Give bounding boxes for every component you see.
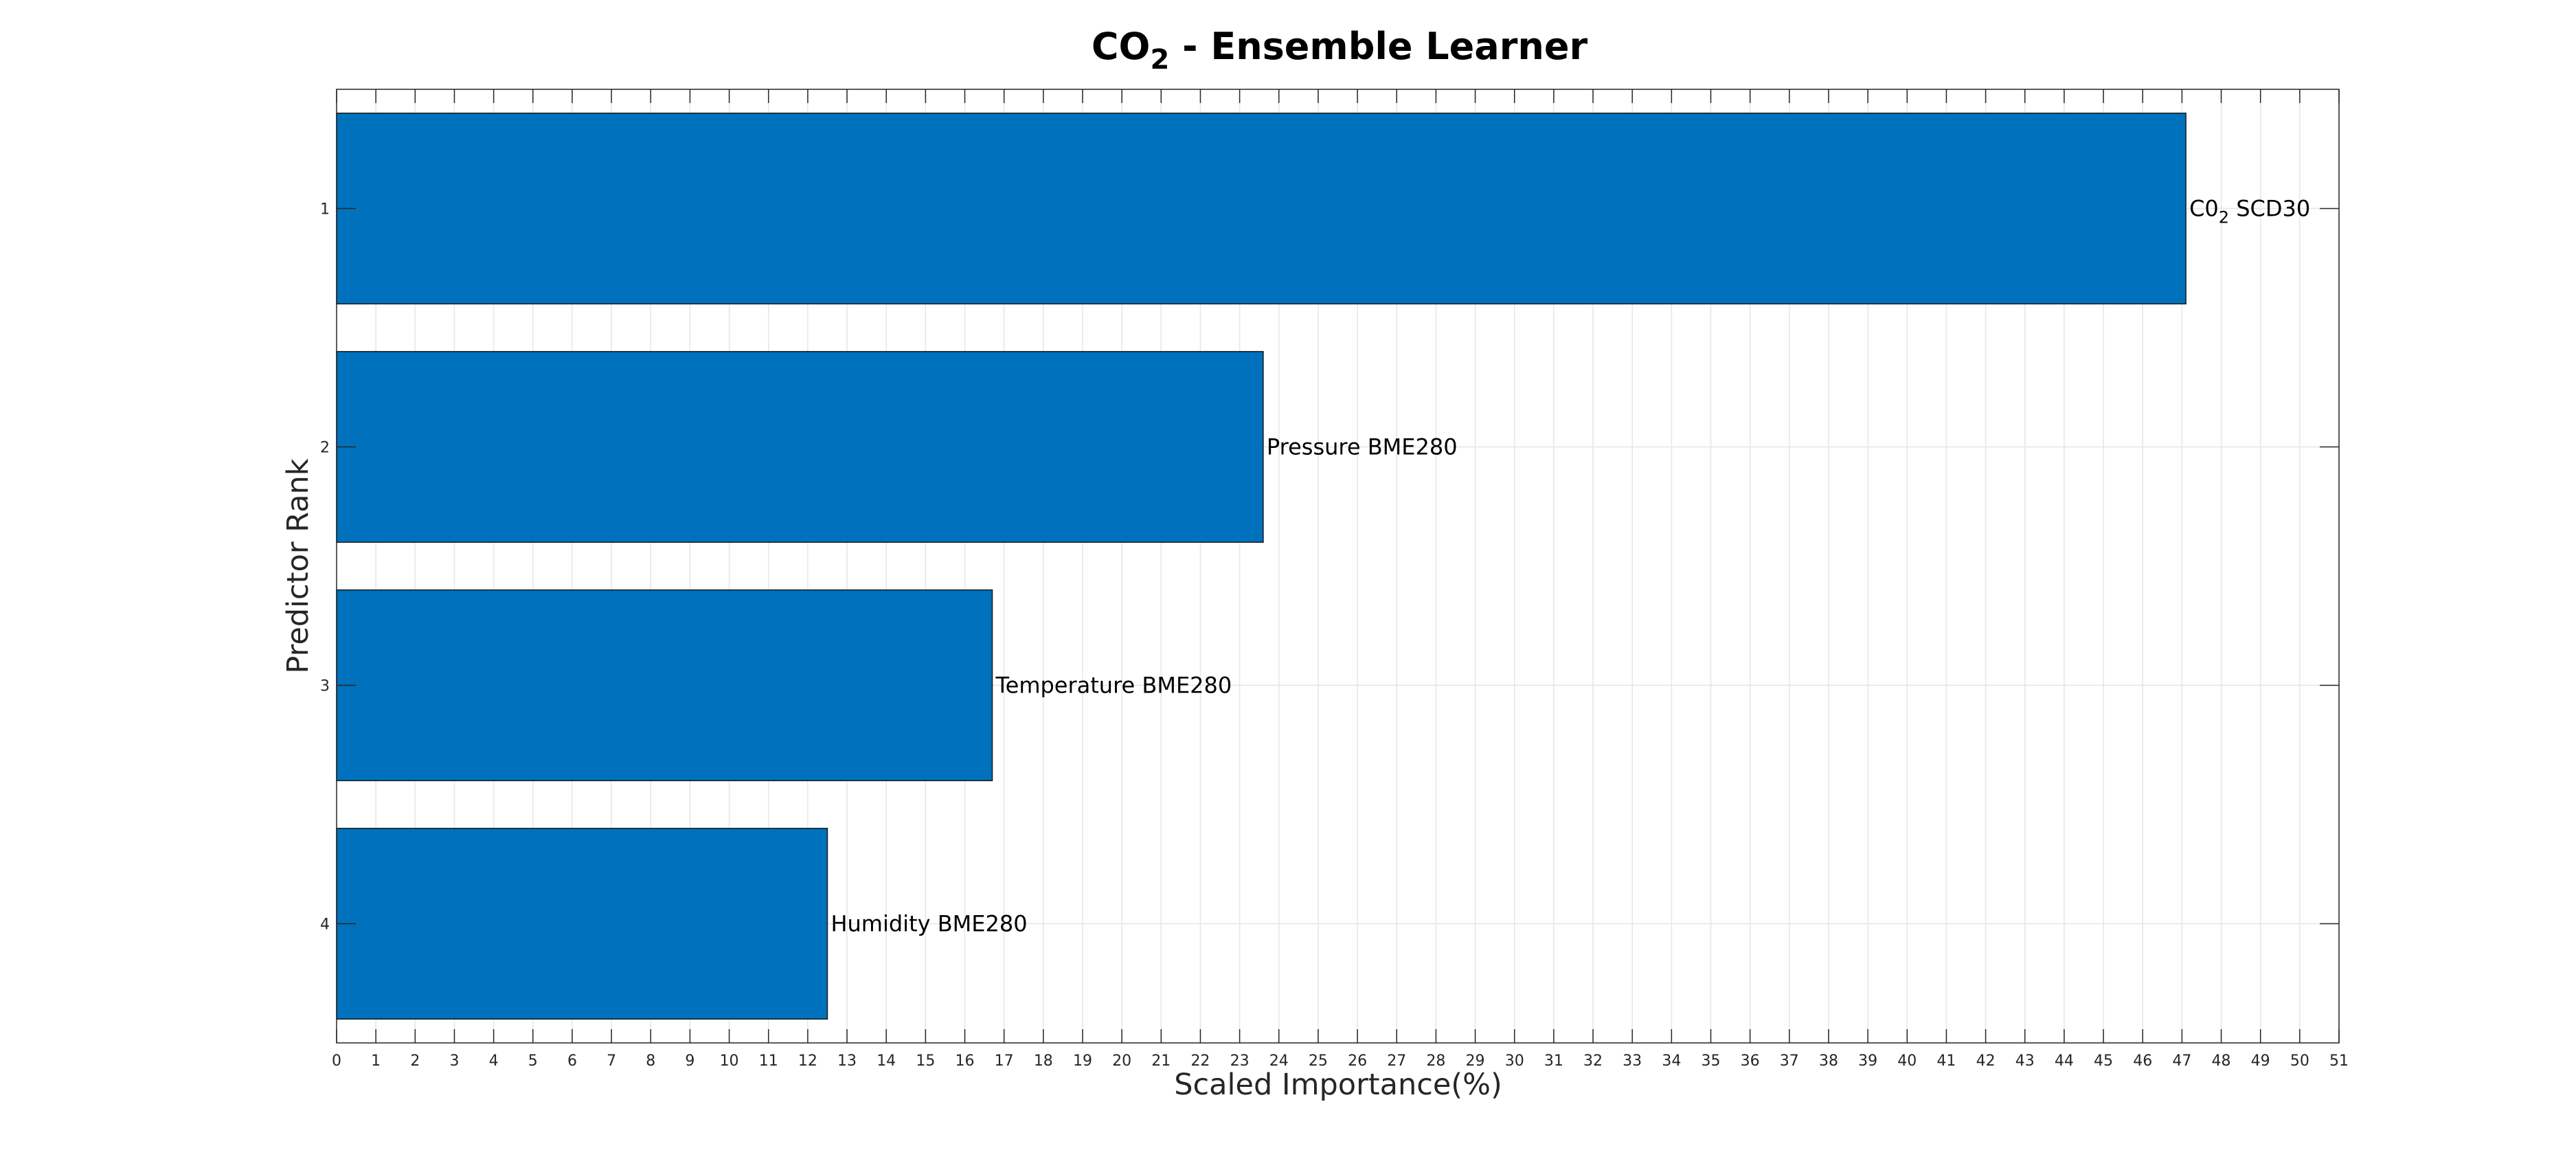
bar-label: Pressure BME280: [1267, 434, 1458, 460]
x-tick-label: 45: [2094, 1053, 2113, 1070]
y-axis-ticks: 1 2 3 4: [320, 201, 2339, 934]
x-tick-label: 48: [2212, 1053, 2231, 1070]
y-axis-label: Predictor Rank: [281, 458, 315, 673]
x-tick-label: 15: [916, 1053, 935, 1070]
x-tick-label: 51: [2329, 1053, 2349, 1070]
x-tick-label: 39: [1858, 1053, 1877, 1070]
plot-frame: [336, 89, 2340, 1044]
x-tick-label: 35: [1701, 1053, 1720, 1070]
x-tick-label: 26: [1348, 1053, 1367, 1070]
x-tick-label: 41: [1936, 1053, 1956, 1070]
x-tick-label: 33: [1623, 1053, 1642, 1070]
x-tick-label: 40: [1897, 1053, 1917, 1070]
x-tick-label: 34: [1662, 1053, 1681, 1070]
x-tick-label: 7: [607, 1053, 616, 1070]
x-tick-label: 22: [1190, 1053, 1210, 1070]
x-tick-label: 21: [1151, 1053, 1171, 1070]
y-tick-label: 1: [320, 201, 330, 218]
bars: C02 SCD30 Pressure BME280 Temperature BME2…: [336, 112, 2310, 1020]
x-tick-label: 6: [567, 1053, 577, 1070]
x-tick-label: 36: [1741, 1053, 1760, 1070]
bar: [336, 827, 828, 1020]
x-tick-label: 19: [1073, 1053, 1092, 1070]
x-tick-label: 17: [995, 1053, 1014, 1070]
x-tick-label: 47: [2172, 1053, 2191, 1070]
x-tick-label: 31: [1544, 1053, 1563, 1070]
x-tick-label: 18: [1034, 1053, 1053, 1070]
x-tick-label: 23: [1230, 1053, 1250, 1070]
x-tick-label: 5: [528, 1053, 538, 1070]
x-tick-label: 20: [1112, 1053, 1131, 1070]
y-tick-label: 3: [320, 678, 330, 695]
x-tick-label: 16: [956, 1053, 975, 1070]
x-tick-label: 37: [1780, 1053, 1799, 1070]
bar: [336, 350, 1264, 543]
x-tick-label: 42: [1976, 1053, 1996, 1070]
x-tick-label: 11: [759, 1053, 778, 1070]
bar: [336, 589, 993, 782]
x-tick-label: 4: [489, 1053, 499, 1070]
x-tick-label: 1: [371, 1053, 381, 1070]
x-tick-label: 27: [1387, 1053, 1406, 1070]
x-tick-label: 3: [449, 1053, 459, 1070]
bar-label: C02 SCD30: [2189, 196, 2310, 227]
x-axis-label: Scaled Importance(%): [1174, 1068, 1502, 1102]
x-tick-label: 44: [2055, 1053, 2074, 1070]
x-tick-label: 25: [1309, 1053, 1328, 1070]
x-tick-label: 50: [2290, 1053, 2309, 1070]
y-tick-label: 4: [320, 916, 330, 934]
x-tick-label: 49: [2251, 1053, 2270, 1070]
x-tick-label: 2: [410, 1053, 420, 1070]
chart-title: CO2 - Ensemble Learner: [1092, 25, 1588, 76]
x-tick-label: 32: [1583, 1053, 1603, 1070]
x-tick-label: 12: [798, 1053, 817, 1070]
x-tick-label: 24: [1269, 1053, 1289, 1070]
bar-label: Humidity BME280: [831, 911, 1027, 937]
x-tick-label: 38: [1819, 1053, 1838, 1070]
bar-label: Temperature BME280: [995, 673, 1232, 699]
bar: [336, 112, 2187, 305]
x-tick-label: 0: [332, 1053, 341, 1070]
y-tick-label: 2: [320, 440, 330, 457]
x-tick-label: 46: [2133, 1053, 2152, 1070]
x-tick-label: 13: [837, 1053, 857, 1070]
x-tick-label: 9: [685, 1053, 694, 1070]
x-tick-label: 10: [720, 1053, 739, 1070]
x-tick-label: 28: [1426, 1053, 1445, 1070]
x-tick-label: 43: [2015, 1053, 2035, 1070]
x-tick-label: 14: [877, 1053, 896, 1070]
x-tick-label: 8: [646, 1053, 655, 1070]
x-tick-label: 29: [1466, 1053, 1485, 1070]
x-tick-label: 30: [1505, 1053, 1524, 1070]
x-axis-ticks: 0 1 2 3 4 5 6 7 8 9 10 11 12 13 14 15 16 17 18 19 20 21 22 23 24…: [332, 89, 2349, 1070]
